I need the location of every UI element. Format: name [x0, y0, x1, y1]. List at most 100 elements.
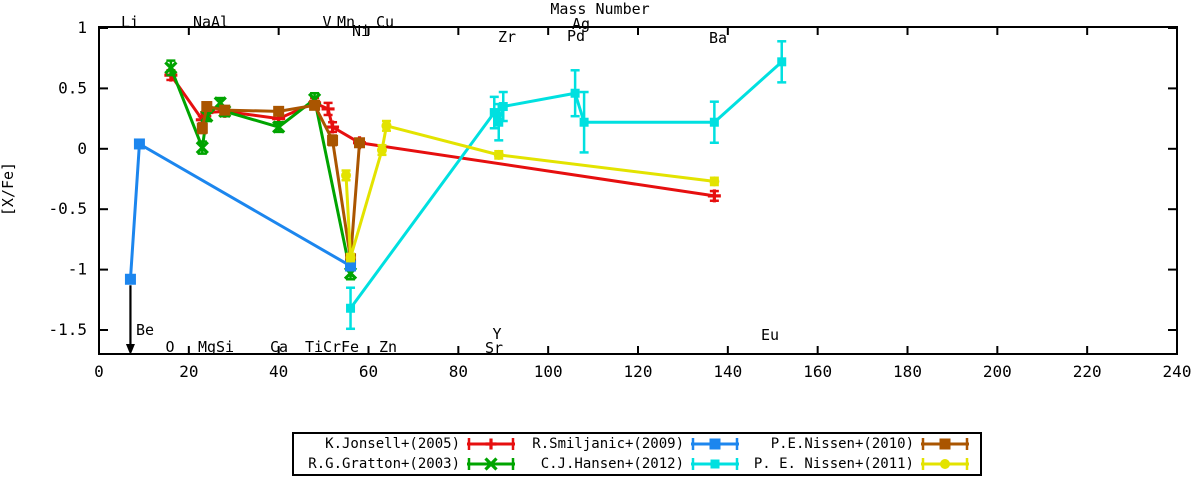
- legend-sample-marker: [709, 438, 721, 450]
- x-tick-label: 40: [269, 362, 288, 381]
- data-point-gratton-O: [164, 61, 178, 75]
- element-label-Al: Al: [211, 13, 229, 31]
- legend-sample-marker: [939, 438, 951, 450]
- legend-sample-marker: [940, 459, 950, 469]
- element-label-Be: Be: [136, 321, 154, 339]
- series-smiljanic: [124, 138, 357, 355]
- data-point-smiljanic-Fe: [345, 260, 357, 272]
- x-axis-title: Mass Number: [550, 0, 650, 18]
- x-tick-label: 160: [803, 362, 832, 381]
- element-label-Ca: Ca: [270, 338, 288, 356]
- element-label-Sr: Sr: [485, 339, 503, 357]
- x-tick-label: 140: [713, 362, 742, 381]
- element-label-Pd: Pd: [567, 27, 585, 45]
- element-label-Y: Y: [492, 325, 501, 343]
- element-label-O: O: [165, 338, 174, 356]
- legend-sample-smiljanic: [691, 438, 739, 450]
- y-tick-label: 1: [77, 18, 87, 37]
- data-point-nissen2010-Ti: [309, 99, 321, 111]
- data-point-jonsell-Ba: [707, 189, 721, 203]
- element-label-Li: Li: [121, 13, 139, 31]
- x-tick-label: 220: [1073, 362, 1102, 381]
- element-label-Na: Na: [193, 13, 211, 31]
- legend-sample-marker: [710, 459, 720, 469]
- y-tick-label: 0.5: [58, 78, 87, 97]
- series-nissen2011: [341, 119, 720, 263]
- series-line-jonsell: [169, 74, 715, 198]
- x-tick-label: 100: [534, 362, 563, 381]
- x-tick-label: 200: [983, 362, 1012, 381]
- element-label-Si: Si: [216, 338, 234, 356]
- legend-label-gratton: R.G.Gratton+(2003): [308, 456, 460, 472]
- legend-label-smiljanic: R.Smiljanic+(2009): [532, 436, 684, 452]
- legend: K.Jonsell+(2005) R.Smiljanic+(2009) P.E.Ni…: [292, 432, 982, 476]
- data-point-nissen2011-Zn: [381, 120, 392, 131]
- x-tick-label: 0: [94, 362, 104, 381]
- data-point-hansen-Sr: [489, 108, 499, 118]
- data-point-nissen2010-Ca: [273, 105, 285, 117]
- legend-label-hansen: C.J.Hansen+(2012): [540, 456, 684, 472]
- element-label-Mg: Mg: [198, 338, 216, 356]
- data-point-smiljanic-Li: [124, 273, 136, 285]
- y-tick-label: -1.5: [48, 320, 87, 339]
- x-tick-label: 20: [179, 362, 198, 381]
- legend-sample-jonsell: [467, 438, 515, 450]
- element-label-Zr: Zr: [498, 28, 516, 46]
- plot-border: [98, 26, 1178, 355]
- element-label-Fe: Fe: [341, 338, 359, 356]
- data-point-jonsell-Cr: [326, 120, 340, 134]
- y-tick-label: 0: [77, 139, 87, 158]
- upper-limit-arrowhead: [125, 344, 135, 355]
- x-tick-label: 240: [1163, 362, 1192, 381]
- element-label-Ni: Ni: [352, 22, 370, 40]
- legend-sample-gratton: [467, 457, 515, 471]
- data-point-nissen2010-Mg: [201, 101, 213, 113]
- element-label-Mn: Mn: [337, 13, 355, 31]
- data-point-smiljanic-Be: [133, 138, 145, 150]
- x-tick-label: 60: [359, 362, 378, 381]
- legend-sample-nissen2011: [921, 458, 969, 470]
- data-point-nissen2011-Y: [493, 149, 504, 160]
- data-point-hansen-Pd: [570, 88, 580, 98]
- legend-sample-nissen2010: [921, 438, 969, 450]
- data-point-hansen-Fe: [346, 303, 356, 313]
- chart-plot-area: 0 20 40 60 80 100 120 140 160 180 200 220 240 1 0.5 0 -0…: [48, 13, 1192, 381]
- data-point-nissen2011-Mn: [341, 170, 352, 181]
- series-hansen: [346, 40, 787, 331]
- element-label-V: V: [322, 13, 331, 31]
- series-gratton: [164, 59, 358, 281]
- element-label-Ti: Ti: [305, 338, 323, 356]
- data-point-hansen-Eu: [777, 57, 787, 67]
- data-point-hansen-Ag: [579, 117, 589, 127]
- data-point-nissen2011-Ba: [709, 176, 720, 187]
- element-label-Cu: Cu: [376, 13, 394, 31]
- data-point-jonsell-V: [321, 102, 335, 116]
- x-tick-label: 80: [449, 362, 468, 381]
- series-line-gratton: [169, 67, 353, 274]
- legend-sample-marker: [484, 457, 498, 471]
- data-point-gratton-Na: [195, 140, 209, 155]
- legend-label-nissen2010: P.E.Nissen+(2010): [770, 436, 914, 452]
- y-axis-title: [X/Fe]: [0, 161, 17, 217]
- data-point-gratton-Ca: [272, 120, 286, 134]
- element-label-Ag: Ag: [572, 15, 590, 33]
- legend-label-jonsell: K.Jonsell+(2005): [325, 436, 460, 452]
- legend-sample-hansen: [691, 458, 739, 470]
- legend-sample-marker: [485, 438, 497, 450]
- x-tick-label: 120: [624, 362, 653, 381]
- element-label-Eu: Eu: [761, 326, 779, 344]
- legend-label-nissen2011: P. E. Nissen+(2011): [753, 456, 914, 472]
- y-tick-label: -1: [68, 260, 87, 279]
- data-point-nissen2010-Cr: [327, 134, 339, 146]
- element-label-Cr: Cr: [323, 338, 341, 356]
- data-point-nissen2010-Na: [196, 122, 208, 134]
- data-point-hansen-Ba: [709, 117, 719, 127]
- element-label-Ba: Ba: [709, 29, 727, 47]
- x-tick-label: 180: [893, 362, 922, 381]
- data-point-nissen2011-Cu: [376, 145, 387, 156]
- data-point-hansen-Zr: [498, 102, 508, 112]
- data-point-nissen2010-Si: [219, 104, 231, 116]
- y-tick-label: -0.5: [48, 199, 87, 218]
- data-point-nissen2011-Fe: [345, 252, 356, 263]
